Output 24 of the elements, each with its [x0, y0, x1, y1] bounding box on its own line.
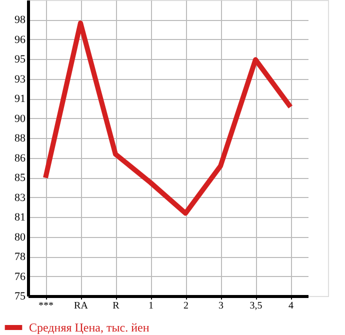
- y-tick-label: 80: [14, 231, 26, 244]
- y-tick-label: 98: [14, 14, 26, 26]
- x-tick-label: ***: [38, 300, 54, 312]
- x-tick-label: R: [112, 300, 120, 312]
- y-tick-label: 88: [14, 132, 26, 145]
- y-tick-label: 85: [14, 172, 26, 184]
- y-tick-label: 96: [14, 34, 26, 46]
- y-tick-label: 90: [14, 112, 26, 125]
- y-tick-label: 83: [14, 192, 26, 204]
- y-tick-label: 86: [14, 152, 26, 164]
- y-tick-label: 75: [14, 290, 26, 302]
- y-tick-label: 93: [14, 73, 26, 86]
- y-tick-label: 81: [14, 212, 26, 224]
- x-tick-label: 1: [148, 300, 154, 312]
- x-tick-label: RA: [74, 300, 89, 312]
- x-tick-label: 2: [184, 300, 188, 312]
- y-tick-label: 91: [14, 93, 26, 106]
- x-tick-label: 4: [288, 300, 294, 312]
- legend-label: Средняя Цена, тыс. йен: [29, 320, 150, 334]
- y-tick-label: 95: [14, 54, 26, 66]
- x-tick-label: 3: [218, 300, 224, 312]
- x-tick-label: 3,5: [250, 300, 262, 312]
- y-tick-label: 78: [14, 251, 26, 264]
- y-tick-label: 76: [14, 270, 26, 283]
